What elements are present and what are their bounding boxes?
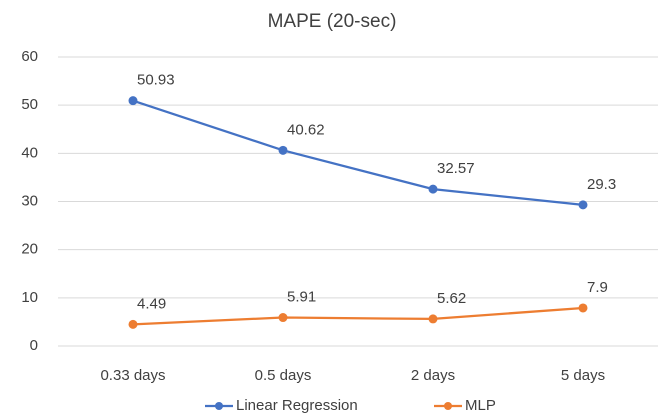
legend-marker	[215, 402, 223, 410]
data-point	[578, 303, 588, 313]
data-point	[128, 96, 138, 106]
data-label: 40.62	[287, 121, 325, 138]
y-tick-label: 50	[21, 96, 38, 113]
data-label: 7.9	[587, 279, 608, 296]
series-line	[132, 306, 584, 326]
data-label: 32.57	[437, 160, 475, 177]
y-tick-label: 0	[30, 337, 38, 354]
x-tick-label: 0.5 days	[255, 367, 312, 384]
series-line	[132, 99, 584, 206]
x-tick-label: 5 days	[561, 367, 605, 384]
data-label: 5.62	[437, 290, 466, 307]
data-point	[128, 319, 138, 329]
legend-marker	[444, 402, 452, 410]
data-point	[428, 184, 438, 194]
y-tick-label: 10	[21, 289, 38, 306]
chart-title: MAPE (20-sec)	[268, 11, 397, 32]
data-label: 5.91	[287, 289, 316, 306]
data-label: 50.93	[137, 72, 175, 89]
data-point	[578, 200, 588, 210]
data-point	[278, 313, 288, 323]
y-tick-label: 40	[21, 144, 38, 161]
y-tick-label: 60	[21, 48, 38, 65]
legend-label: MLP	[465, 397, 496, 414]
data-label: 4.49	[137, 295, 166, 312]
data-point	[428, 314, 438, 324]
data-label: 29.3	[587, 176, 616, 193]
data-point	[278, 145, 288, 155]
y-tick-label: 30	[21, 192, 38, 209]
y-tick-label: 20	[21, 241, 38, 258]
legend-label: Linear Regression	[236, 397, 358, 414]
x-tick-label: 0.33 days	[100, 367, 165, 384]
x-tick-label: 2 days	[411, 367, 455, 384]
